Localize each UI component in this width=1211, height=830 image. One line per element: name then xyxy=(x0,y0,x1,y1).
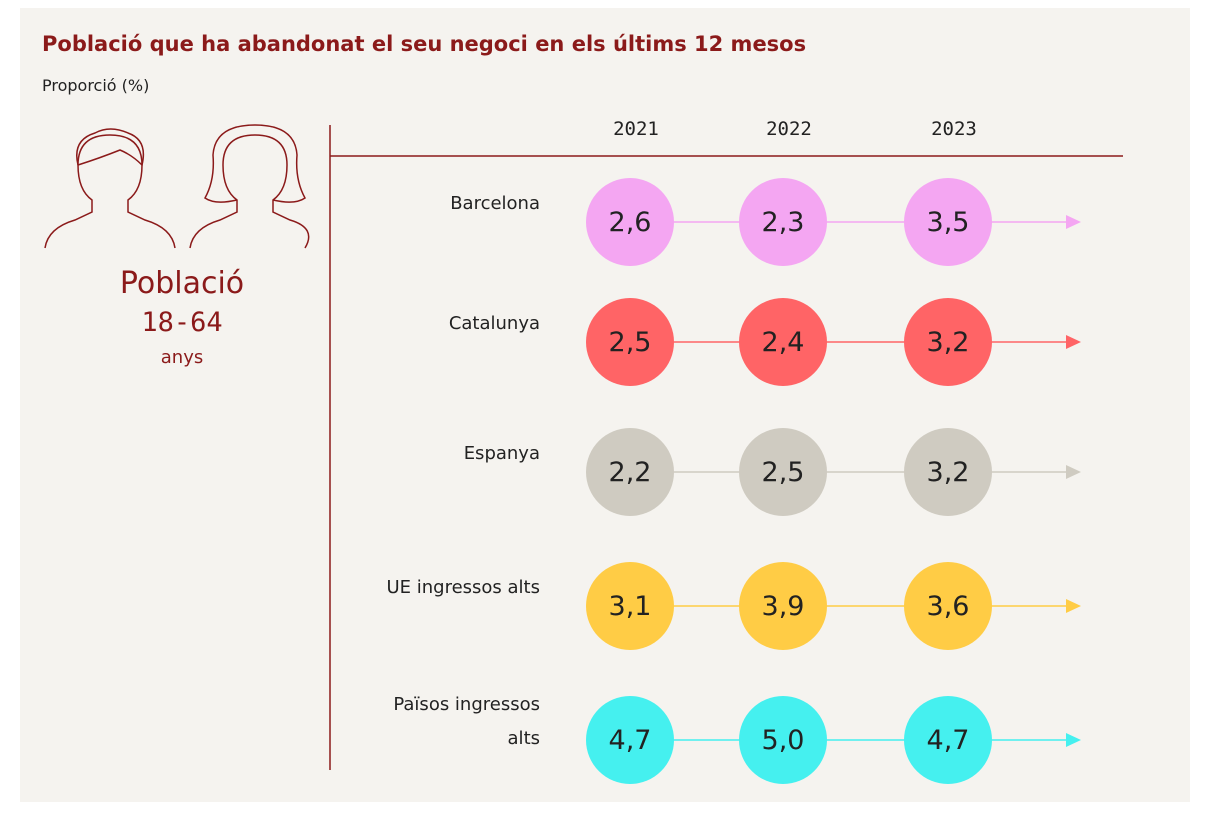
population-unit: anys xyxy=(160,347,204,368)
dot: 5,0 xyxy=(739,696,827,784)
dot: 3,2 xyxy=(904,428,992,516)
arrow-head xyxy=(1066,215,1081,229)
year-label: 2023 xyxy=(931,118,977,140)
dot: 2,5 xyxy=(586,298,674,386)
arrow-head xyxy=(1066,599,1081,613)
value-label: 4,7 xyxy=(608,724,652,756)
dot: 3,1 xyxy=(586,562,674,650)
panel xyxy=(20,8,1190,802)
dot: 3,6 xyxy=(904,562,992,650)
row-label: Barcelona xyxy=(450,193,540,214)
row-label: UE ingressos alts xyxy=(386,577,540,598)
population-label: Població xyxy=(119,266,245,301)
year-label: 2021 xyxy=(613,118,659,140)
people-icon xyxy=(44,124,310,249)
title: Població que ha abandonat el seu negoci … xyxy=(42,32,807,56)
value-label: 2,3 xyxy=(761,206,805,238)
value-label: 2,2 xyxy=(608,456,652,488)
row-label: Espanya xyxy=(463,443,540,464)
population-range: 18-64 xyxy=(141,307,223,338)
dot: 4,7 xyxy=(904,696,992,784)
value-label: 2,4 xyxy=(761,326,805,358)
arrow-head xyxy=(1066,465,1081,479)
value-label: 4,7 xyxy=(926,724,970,756)
value-label: 2,5 xyxy=(608,326,652,358)
row-label: Catalunya xyxy=(448,313,540,334)
dot: 2,5 xyxy=(739,428,827,516)
dot: 3,9 xyxy=(739,562,827,650)
dot: 2,2 xyxy=(586,428,674,516)
dot: 2,6 xyxy=(586,178,674,266)
subtitle: Proporció (%) xyxy=(42,76,150,95)
dot: 2,4 xyxy=(739,298,827,386)
year-label: 2022 xyxy=(766,118,812,140)
value-label: 3,2 xyxy=(926,456,970,488)
value-label: 3,1 xyxy=(608,590,652,622)
value-label: 3,2 xyxy=(926,326,970,358)
arrow-head xyxy=(1066,733,1081,747)
arrow-head xyxy=(1066,335,1081,349)
dot: 2,3 xyxy=(739,178,827,266)
dot: 3,2 xyxy=(904,298,992,386)
dot: 4,7 xyxy=(586,696,674,784)
value-label: 3,9 xyxy=(761,590,805,622)
value-label: 3,5 xyxy=(926,206,970,238)
dot: 3,5 xyxy=(904,178,992,266)
value-label: 2,5 xyxy=(761,456,805,488)
value-label: 3,6 xyxy=(926,590,970,622)
value-label: 2,6 xyxy=(608,206,652,238)
row-label: Països ingressos alts xyxy=(393,694,540,749)
value-label: 5,0 xyxy=(761,724,805,756)
